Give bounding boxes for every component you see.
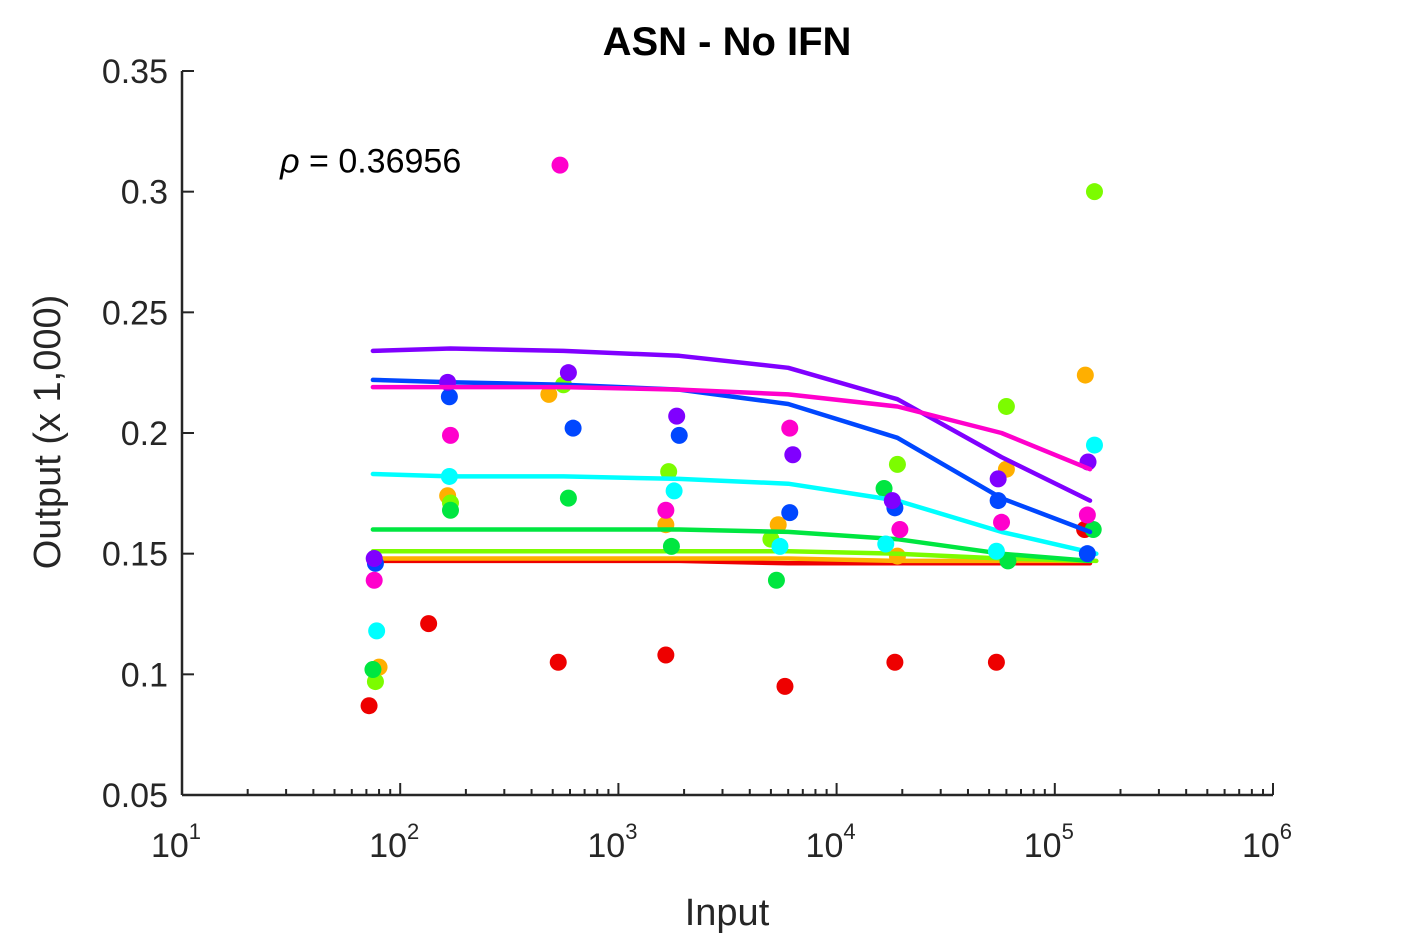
y-tick-label: 0.1 <box>121 656 168 694</box>
x-axis-label: Input <box>685 892 770 934</box>
data-point <box>551 156 569 174</box>
rho-annotation: ρ = 0.36956 <box>279 142 461 180</box>
series-fit-line <box>370 549 1099 564</box>
data-point <box>662 537 680 555</box>
data-point <box>767 571 785 589</box>
data-point <box>776 677 794 695</box>
series-2 <box>366 183 1103 691</box>
data-point <box>657 646 675 664</box>
data-point <box>987 542 1005 560</box>
x-tick-label: 105 <box>1024 819 1074 865</box>
series-fit-line <box>370 377 1093 535</box>
series-3 <box>364 480 1102 679</box>
series-fit-line <box>370 527 1093 564</box>
series-6 <box>365 346 1097 567</box>
series-1 <box>370 366 1094 676</box>
data-point <box>440 467 458 485</box>
data-point <box>540 385 558 403</box>
data-point <box>784 446 802 464</box>
series-fit-line <box>370 346 1093 503</box>
rho-value: = 0.36956 <box>300 142 462 180</box>
x-tick-label: 102 <box>369 819 419 865</box>
data-point <box>999 552 1017 570</box>
data-point <box>888 455 906 473</box>
data-point <box>781 504 799 522</box>
data-point <box>875 480 893 498</box>
data-point <box>660 463 678 481</box>
data-point <box>769 516 787 534</box>
y-tick-label: 0.3 <box>121 174 168 212</box>
data-point <box>993 513 1011 531</box>
data-point <box>997 397 1015 415</box>
data-point <box>987 653 1005 671</box>
data-point <box>365 571 383 589</box>
x-tick-label: 104 <box>806 819 856 865</box>
chart-title: ASN - No IFN <box>603 20 852 64</box>
x-tick-label: 103 <box>587 819 637 865</box>
data-point <box>670 426 688 444</box>
data-point <box>989 470 1007 488</box>
data-point <box>883 492 901 510</box>
data-point <box>364 661 382 679</box>
series-fit-line <box>370 471 1099 556</box>
series-5 <box>366 377 1096 572</box>
data-point <box>781 419 799 437</box>
data-point <box>668 407 686 425</box>
data-point <box>1085 436 1103 454</box>
data-point <box>368 622 386 640</box>
data-point <box>441 426 459 444</box>
y-tick-label: 0.15 <box>102 536 168 574</box>
data-point <box>559 489 577 507</box>
series-fit-line <box>370 558 1093 566</box>
data-point <box>1078 506 1096 524</box>
data-point <box>365 549 383 567</box>
series-fit-line <box>370 556 1093 564</box>
data-point <box>877 535 895 553</box>
y-tick-label: 0.2 <box>121 415 168 453</box>
data-point <box>441 501 459 519</box>
series-layer <box>360 156 1103 715</box>
x-tick-label: 106 <box>1242 819 1292 865</box>
ticks: 0.05 0.1 0.15 0.2 0.25 0.3 0.35 101 102 103 104 105… <box>102 53 1292 865</box>
data-point <box>1076 366 1094 384</box>
data-point <box>891 521 909 539</box>
data-point <box>549 653 567 671</box>
data-point <box>771 537 789 555</box>
data-point <box>1085 183 1103 201</box>
series-fit-line <box>370 384 1093 472</box>
data-point <box>657 501 675 519</box>
data-point <box>564 419 582 437</box>
y-tick-label: 0.05 <box>102 777 168 815</box>
y-axis-label: Output (x 1,000) <box>27 295 69 570</box>
y-tick-label: 0.25 <box>102 294 168 332</box>
data-point <box>559 364 577 382</box>
data-point <box>420 615 438 633</box>
data-point <box>886 653 904 671</box>
data-point <box>440 388 458 406</box>
data-point <box>665 482 683 500</box>
x-tick-label: 101 <box>151 819 201 865</box>
data-point <box>989 492 1007 510</box>
y-tick-label: 0.35 <box>102 53 168 91</box>
rho-symbol: ρ <box>279 142 299 180</box>
data-point <box>1078 545 1096 563</box>
series-7 <box>365 156 1096 589</box>
series-4 <box>368 436 1103 640</box>
data-point <box>360 697 378 715</box>
